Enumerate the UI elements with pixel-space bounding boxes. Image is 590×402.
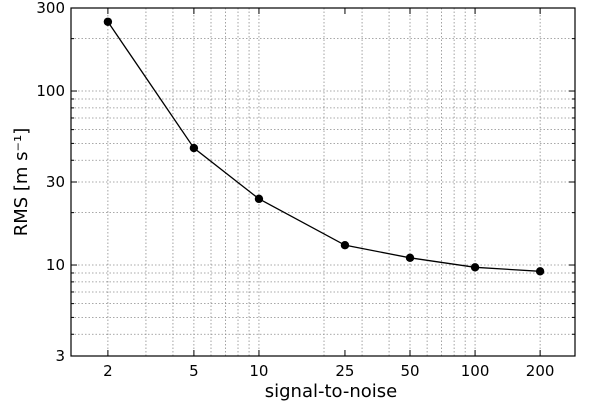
data-point [535, 267, 545, 276]
x-tick-label: 25 [335, 362, 354, 380]
x-tick-label: 50 [400, 362, 419, 380]
data-point [340, 240, 350, 250]
x-tick-label: 2 [103, 362, 113, 380]
x-tick-label: 200 [526, 362, 555, 380]
data-series [103, 17, 545, 276]
x-tick-label: 5 [189, 362, 199, 380]
x-axis-label: signal-to-noise [265, 381, 398, 402]
x-tick-label: 10 [249, 362, 268, 380]
grid-lines [71, 7, 575, 357]
y-tick-label: 100 [36, 82, 65, 100]
y-tick-label: 10 [46, 256, 65, 274]
y-axis-ticks: 3 10 30 100 300 [36, 0, 575, 365]
x-axis-ticks: 2 5 10 25 50 100 200 [103, 8, 554, 380]
data-point [405, 253, 415, 263]
y-tick-label: 30 [46, 173, 65, 191]
data-point [470, 263, 480, 272]
plot-frame [70, 7, 576, 357]
y-tick-label: 300 [36, 0, 65, 17]
data-point [254, 194, 264, 204]
x-tick-label: 100 [461, 362, 490, 380]
data-point [103, 17, 113, 26]
data-point [189, 143, 199, 153]
y-tick-label: 3 [55, 347, 65, 365]
y-axis-label: RMS [m s⁻¹] [11, 128, 32, 237]
